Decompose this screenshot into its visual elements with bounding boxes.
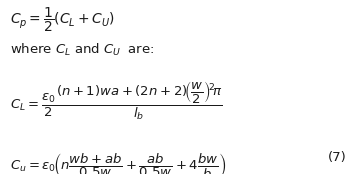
Text: where $C_L$ and $C_U\;$ are:: where $C_L$ and $C_U\;$ are: [10, 42, 155, 58]
Text: $C_p = \dfrac{1}{2}\left(C_L + C_U\right)$: $C_p = \dfrac{1}{2}\left(C_L + C_U\right… [10, 5, 116, 34]
Text: $C_L = \dfrac{\varepsilon_0}{2}\dfrac{\left(n+1\right)wa + \left(2n+2\right)\!\l: $C_L = \dfrac{\varepsilon_0}{2}\dfrac{\l… [10, 80, 223, 122]
Text: $C_u = \varepsilon_0\!\left(n\dfrac{wb+ab}{0.5w}+\dfrac{ab}{0.5w}+4\dfrac{bw}{b}: $C_u = \varepsilon_0\!\left(n\dfrac{wb+a… [10, 151, 226, 174]
Text: (7): (7) [328, 151, 346, 164]
